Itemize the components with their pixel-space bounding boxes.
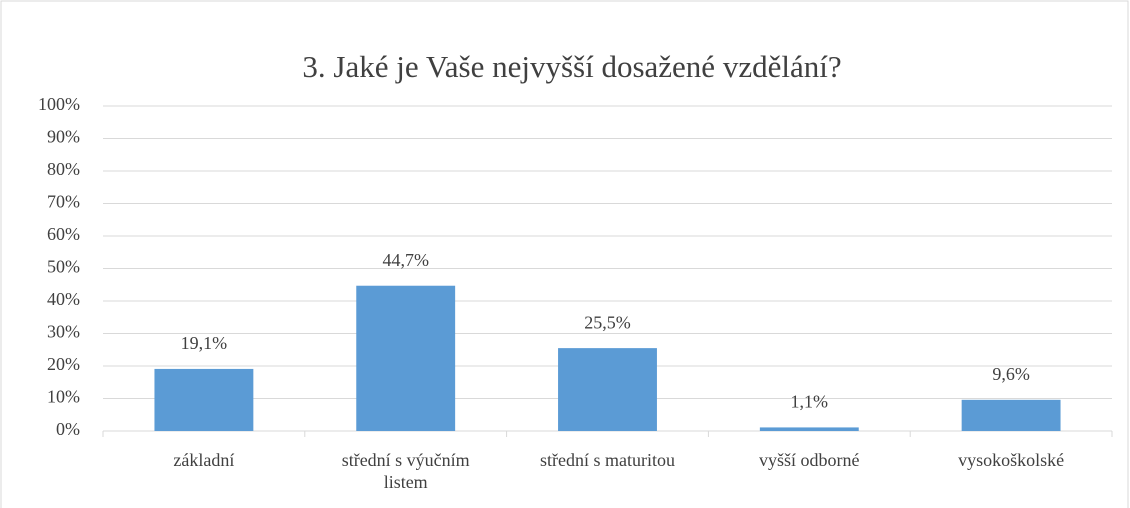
x-tick-label: vysokoškolské xyxy=(958,450,1065,470)
x-tick-label: střední s maturitou xyxy=(540,450,675,470)
bar xyxy=(961,399,1061,431)
x-tick-label: střední s výučním listem xyxy=(341,450,470,492)
y-tick-label: 30% xyxy=(47,322,80,342)
y-tick-label: 50% xyxy=(47,257,80,277)
x-tick-label: základní xyxy=(173,450,235,470)
data-label: 25,5% xyxy=(584,312,631,332)
bar xyxy=(558,348,657,431)
y-tick-label: 80% xyxy=(47,159,80,179)
y-tick-label: 0% xyxy=(56,419,80,439)
y-tick-label: 100% xyxy=(38,94,80,114)
y-tick-label: 20% xyxy=(47,354,80,374)
bar xyxy=(356,285,456,431)
x-tick-label: vyšší odborné xyxy=(759,450,860,470)
y-tick-label: 40% xyxy=(47,289,80,309)
data-label: 1,1% xyxy=(791,392,829,412)
bar xyxy=(759,427,859,431)
y-tick-label: 60% xyxy=(47,224,80,244)
bar xyxy=(154,368,254,431)
y-tick-label: 90% xyxy=(47,127,80,147)
data-label: 44,7% xyxy=(382,250,429,270)
y-tick-label: 10% xyxy=(47,387,80,407)
y-tick-label: 70% xyxy=(47,192,80,212)
data-label: 19,1% xyxy=(181,333,228,353)
data-label: 9,6% xyxy=(992,364,1030,384)
chart-title: 3. Jaké je Vaše nejvyšší dosažené vzdělá… xyxy=(302,49,841,84)
